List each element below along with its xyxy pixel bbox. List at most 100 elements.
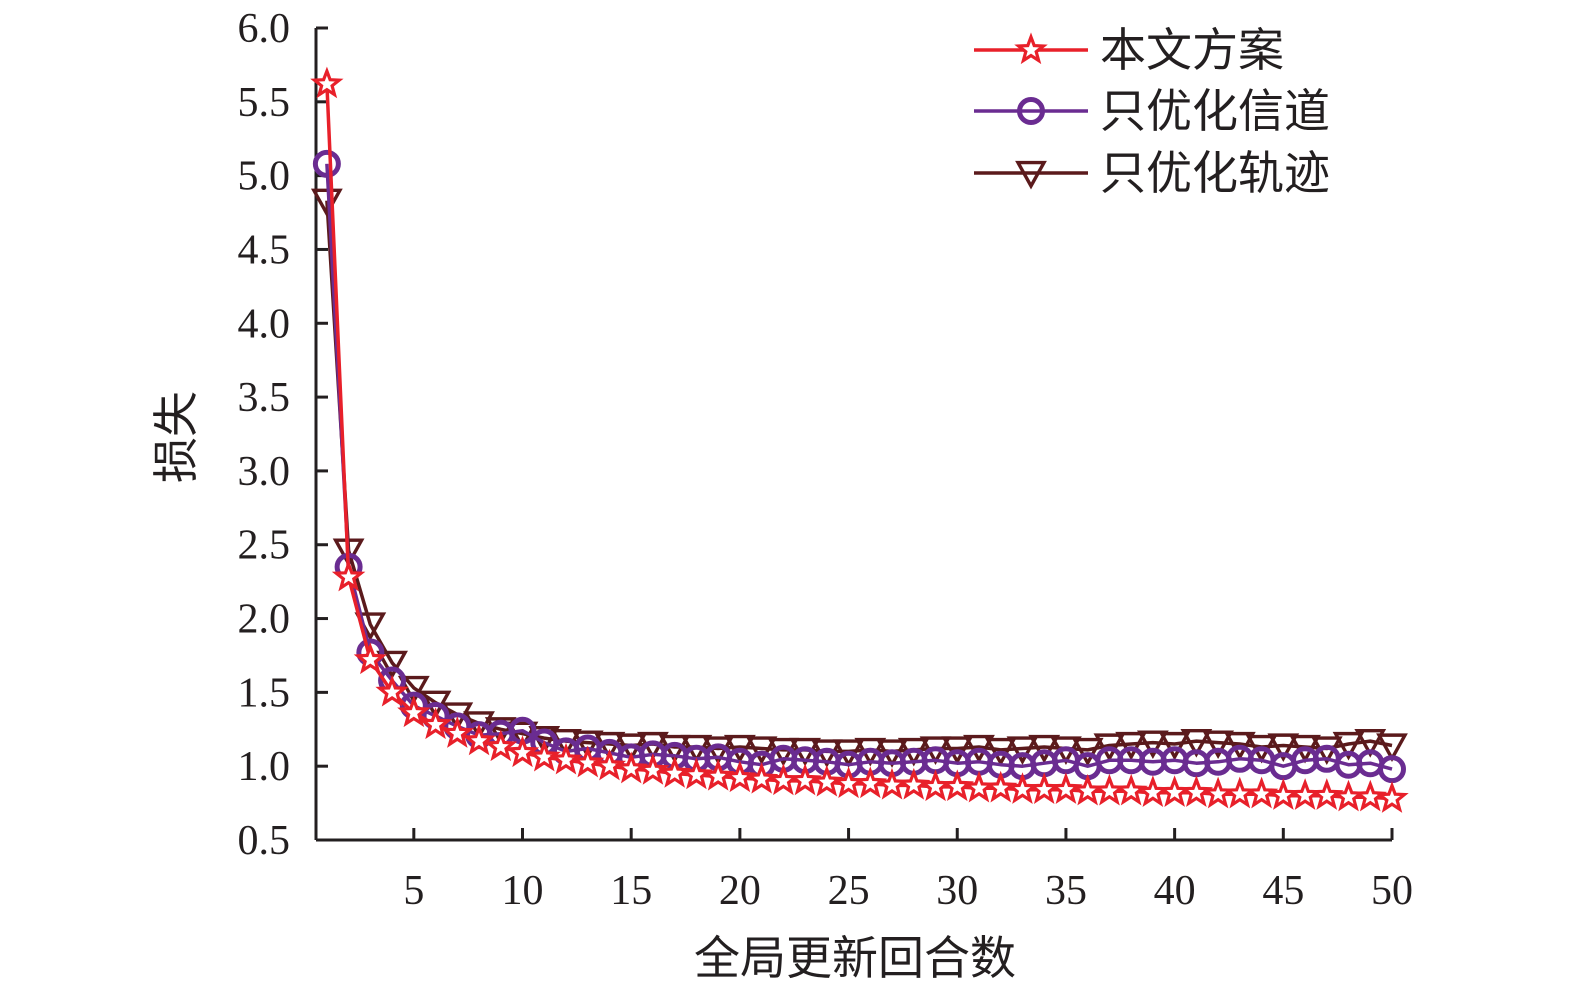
data-point xyxy=(1180,728,1213,758)
legend-item: 只优化信道 xyxy=(974,86,1330,137)
data-point xyxy=(1332,731,1365,761)
data-point xyxy=(527,739,561,772)
y-tick-label: 5.0 xyxy=(238,154,291,200)
data-point xyxy=(1267,733,1300,763)
data-point xyxy=(745,736,778,765)
data-point xyxy=(1331,779,1366,812)
data-point xyxy=(918,769,953,802)
legend-marker xyxy=(1015,160,1047,190)
series-2 xyxy=(312,149,1406,784)
data-point xyxy=(810,764,844,797)
legend-label: 只优化信道 xyxy=(1100,86,1330,137)
data-point xyxy=(636,753,670,785)
legend-item: 本文方案 xyxy=(974,25,1284,76)
data-point xyxy=(1378,755,1406,784)
data-point xyxy=(984,770,1018,803)
data-point xyxy=(1071,773,1105,806)
y-tick-label: 4.0 xyxy=(238,301,291,347)
legend-label: 本文方案 xyxy=(1100,25,1284,76)
data-point xyxy=(723,760,757,793)
data-point xyxy=(353,642,387,675)
data-point xyxy=(397,695,431,728)
y-tick-label: 1.5 xyxy=(238,670,291,716)
data-point xyxy=(788,763,822,796)
data-point xyxy=(1049,772,1083,804)
legend-marker xyxy=(1017,97,1045,125)
data-point xyxy=(1310,778,1344,810)
data-point xyxy=(940,769,974,802)
legend-marker xyxy=(1014,32,1048,65)
data-point xyxy=(1376,733,1408,763)
y-tick-label: 0.5 xyxy=(238,818,291,864)
data-point xyxy=(1027,772,1061,804)
data-point xyxy=(679,757,714,790)
data-point xyxy=(984,737,1017,767)
data-point xyxy=(1354,728,1387,758)
data-point xyxy=(484,729,518,762)
data-point xyxy=(614,751,648,784)
y-tick-label: 2.5 xyxy=(238,523,291,569)
data-point xyxy=(1375,781,1409,813)
data-point xyxy=(397,675,430,705)
x-tick-label: 25 xyxy=(828,868,870,914)
data-point xyxy=(875,767,909,800)
data-point xyxy=(1005,772,1040,804)
data-point xyxy=(853,766,888,799)
y-tick-label: 3.0 xyxy=(238,449,291,495)
series-line xyxy=(325,200,1393,754)
y-tick-label: 6.0 xyxy=(238,6,291,52)
data-point xyxy=(1201,776,1235,809)
data-point xyxy=(462,723,496,756)
legend-item: 只优化轨迹 xyxy=(974,148,1330,199)
data-point xyxy=(376,650,408,680)
data-point xyxy=(1071,737,1104,767)
data-point xyxy=(1288,778,1322,810)
x-axis-title: 全局更新回合数 xyxy=(694,933,1016,984)
data-point xyxy=(766,763,801,796)
data-point xyxy=(1115,731,1148,761)
x-tick-label: 45 xyxy=(1262,868,1304,914)
y-tick-label: 2.0 xyxy=(238,597,291,643)
data-point xyxy=(1136,730,1169,760)
data-point xyxy=(1223,776,1257,809)
data-point xyxy=(1158,731,1191,761)
data-point xyxy=(484,717,517,746)
data-point xyxy=(1092,773,1127,806)
data-point xyxy=(418,707,453,740)
data-point xyxy=(1244,776,1279,809)
series-line xyxy=(325,163,1393,771)
y-tick-label: 4.5 xyxy=(238,227,291,273)
data-point xyxy=(571,745,605,778)
data-point xyxy=(1093,733,1126,763)
data-point xyxy=(1202,730,1234,760)
data-point xyxy=(1028,734,1061,764)
data-point xyxy=(962,770,996,803)
x-tick-label: 20 xyxy=(719,868,761,914)
data-point xyxy=(331,559,366,592)
data-point xyxy=(1223,731,1256,761)
y-tick-label: 1.0 xyxy=(238,744,291,790)
data-point xyxy=(440,716,475,748)
series-3 xyxy=(310,188,1408,768)
x-tick-label: 50 xyxy=(1371,868,1413,914)
data-point xyxy=(505,735,540,768)
data-point xyxy=(571,730,604,760)
x-tick-label: 30 xyxy=(936,868,978,914)
data-point xyxy=(312,149,341,178)
x-tick-label: 5 xyxy=(403,868,424,914)
data-point xyxy=(1006,736,1039,765)
data-point xyxy=(963,734,995,764)
data-point xyxy=(1179,775,1213,807)
data-point xyxy=(310,66,344,99)
data-point xyxy=(723,734,756,764)
x-tick-label: 15 xyxy=(610,868,652,914)
legend-label: 只优化轨迹 xyxy=(1100,148,1330,199)
data-point xyxy=(1266,778,1301,810)
x-tick-label: 35 xyxy=(1045,868,1087,914)
series-1 xyxy=(310,66,1409,813)
y-tick-label: 3.5 xyxy=(238,375,291,421)
data-point xyxy=(658,756,692,788)
